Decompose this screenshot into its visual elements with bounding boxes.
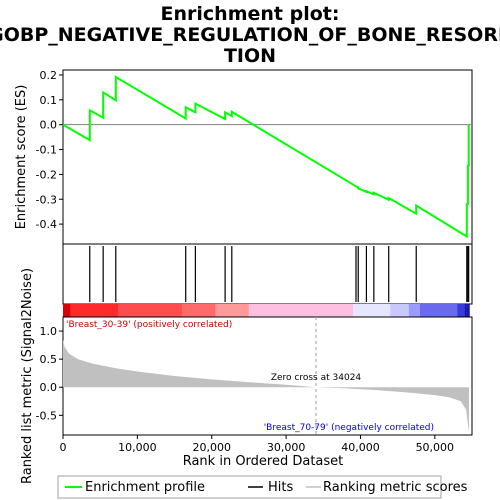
color-bar-segment (408, 304, 420, 317)
es-y-tick-label: -0.2 (36, 168, 57, 181)
es-y-ticks: 0.2 0.1 0.0 -0.1 -0.2 -0.3 -0.4 (36, 69, 63, 231)
hits-panel (62, 243, 473, 305)
x-tick-label: 40,000 (341, 441, 380, 454)
es-y-tick-label: -0.4 (36, 218, 57, 231)
color-bar-segment (457, 304, 465, 317)
ranking-color-bar (63, 304, 470, 317)
metric-y-tick-label: -0.5 (36, 409, 57, 422)
es-y-tick-label: -0.1 (36, 144, 57, 157)
es-panel-frame (62, 69, 473, 245)
legend-metric-label: Ranking metric scores (323, 480, 468, 495)
es-y-tick-label: 0.1 (40, 94, 58, 107)
color-bar-segment (390, 304, 409, 317)
x-tick-label: 30,000 (267, 441, 306, 454)
color-bar-segment (215, 304, 249, 317)
es-y-tick-label: -0.3 (36, 193, 57, 206)
color-bar-segment (118, 304, 182, 317)
x-tick-label: 10,000 (118, 441, 157, 454)
metric-y-tick-label: 0.5 (40, 353, 58, 366)
chart-title-line-1: Enrichment plot: (161, 3, 340, 25)
metric-y-tick-label: 0.0 (40, 381, 58, 394)
legend-enrichment-label: Enrichment profile (85, 480, 205, 495)
metric-y-ticks: 1.0 0.5 0.0 -0.5 (36, 325, 63, 422)
metric-panel: 1.0 0.5 0.0 -0.5 'Breast_30-39' (positively… (20, 268, 473, 484)
es-y-tick-label: 0.2 (40, 69, 58, 82)
es-panel: 0.2 0.1 0.0 -0.1 -0.2 -0.3 -0.4 Enrichment sco… (14, 69, 473, 245)
x-tick-label: 50,000 (416, 441, 455, 454)
chart-title-line-2: GOBP_NEGATIVE_REGULATION_OF_BONE_RESORP (0, 24, 500, 46)
x-tick-label: 20,000 (192, 441, 231, 454)
hits-panel-frame (62, 243, 473, 305)
ranking-metric-area (63, 339, 469, 433)
color-bar-segment (353, 304, 391, 317)
color-bar-segment (419, 304, 458, 317)
es-profile-line (62, 75, 470, 239)
x-tick-label: 0 (60, 441, 67, 454)
es-y-axis-label: Enrichment score (ES) (14, 85, 29, 230)
color-bar-segment (70, 304, 119, 317)
chart-title-line-3: TION (224, 45, 276, 67)
color-bar-segment (181, 304, 216, 317)
positive-correlation-label: 'Breast_30-39' (positively correlated) (66, 320, 232, 330)
negative-correlation-label: 'Breast_70-79' (negatively correlated) (264, 423, 434, 433)
x-axis-ticks: 0 10,000 20,000 30,000 40,000 50,000 (60, 435, 455, 454)
x-axis-label: Rank in Ordered Dataset (183, 454, 344, 469)
legend: Enrichment profile Hits Ranking metric s… (57, 475, 468, 499)
legend-hits-label: Hits (268, 480, 293, 495)
hit-lines (89, 246, 470, 302)
color-bar-segment (248, 304, 354, 317)
color-bar-segment (464, 304, 470, 317)
zero-cross-label: Zero cross at 34024 (271, 373, 362, 383)
es-y-tick-label: 0.0 (40, 119, 58, 132)
color-bar-segment (63, 304, 71, 317)
metric-y-axis-label: Ranked list metric (Signal2Noise) (20, 268, 35, 484)
metric-y-tick-label: 1.0 (40, 325, 58, 338)
